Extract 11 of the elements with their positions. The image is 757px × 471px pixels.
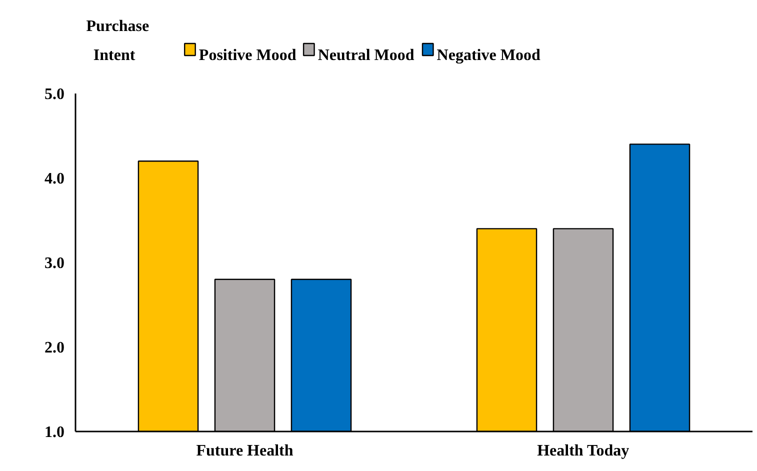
y-axis-title: Purchase Intent (86, 18, 150, 64)
y-tick-label: 2.0 (44, 340, 64, 356)
x-tick-label: Future Health (196, 442, 294, 460)
legend-label: Positive Mood (198, 47, 296, 64)
y-tick-label: 4.0 (44, 170, 64, 188)
y-tick-label: 5.0 (44, 86, 64, 103)
legend-label: Neutral Mood (318, 47, 414, 64)
y-tick-label: 3.0 (44, 255, 64, 272)
x-tick-label: Health Today (537, 442, 630, 460)
legend-label: Negative Mood (436, 47, 540, 64)
y-tick-label: 1.0 (44, 424, 64, 441)
